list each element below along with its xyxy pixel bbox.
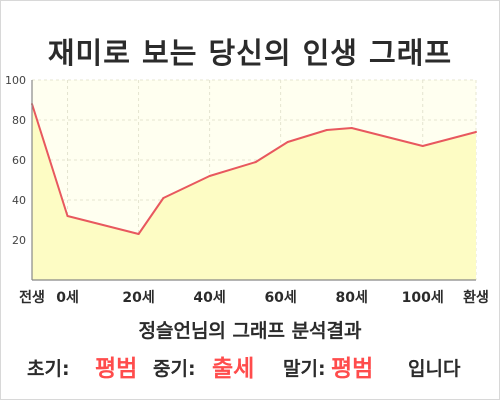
y-tick-label: 40 [12,194,26,207]
mid-label: 중기: [153,358,196,380]
x-tick-label: 80세 [335,290,367,306]
y-tick-label: 80 [12,114,26,127]
early-label: 초기: [27,358,70,380]
early-value: 평범 [95,356,138,382]
data-point [162,197,165,199]
area-fill [32,104,476,280]
x-tick-label: 60세 [264,290,296,306]
data-point [137,233,140,235]
x-tick-label: 환생 [463,289,489,306]
data-point [66,215,69,217]
x-tick-label: 40세 [193,290,225,306]
life-graph-chart: 20 40 60 80 100 전생 0세 20세 40세 60세 80세 100세 환생 [5,74,489,306]
data-point [475,131,477,133]
data-point [325,129,328,131]
y-tick-label: 60 [12,154,26,167]
result-line: 초기: 평범 중기: 출세 말기: 평범 입니다 [0,344,500,384]
ending-text: 입니다 [408,358,461,380]
mid-value: 출세 [212,356,255,382]
x-tick-label: 100세 [402,290,444,306]
late-value: 평범 [331,356,374,382]
result-subtitle: 정슬언님의 그래프 분석결과 [138,320,362,342]
data-point [286,141,289,143]
data-point [208,175,211,177]
y-tick-label: 100 [5,74,26,87]
data-point [350,127,353,129]
data-point [421,145,424,147]
late-label: 말기: [283,358,326,380]
x-tick-label: 0세 [56,290,79,306]
data-point [254,161,257,163]
chart-title: 재미로 보는 당신의 인생 그래프 [47,36,453,70]
x-tick-label: 전생 [19,289,45,306]
x-tick-label: 20세 [122,290,154,306]
y-tick-label: 20 [12,234,26,247]
